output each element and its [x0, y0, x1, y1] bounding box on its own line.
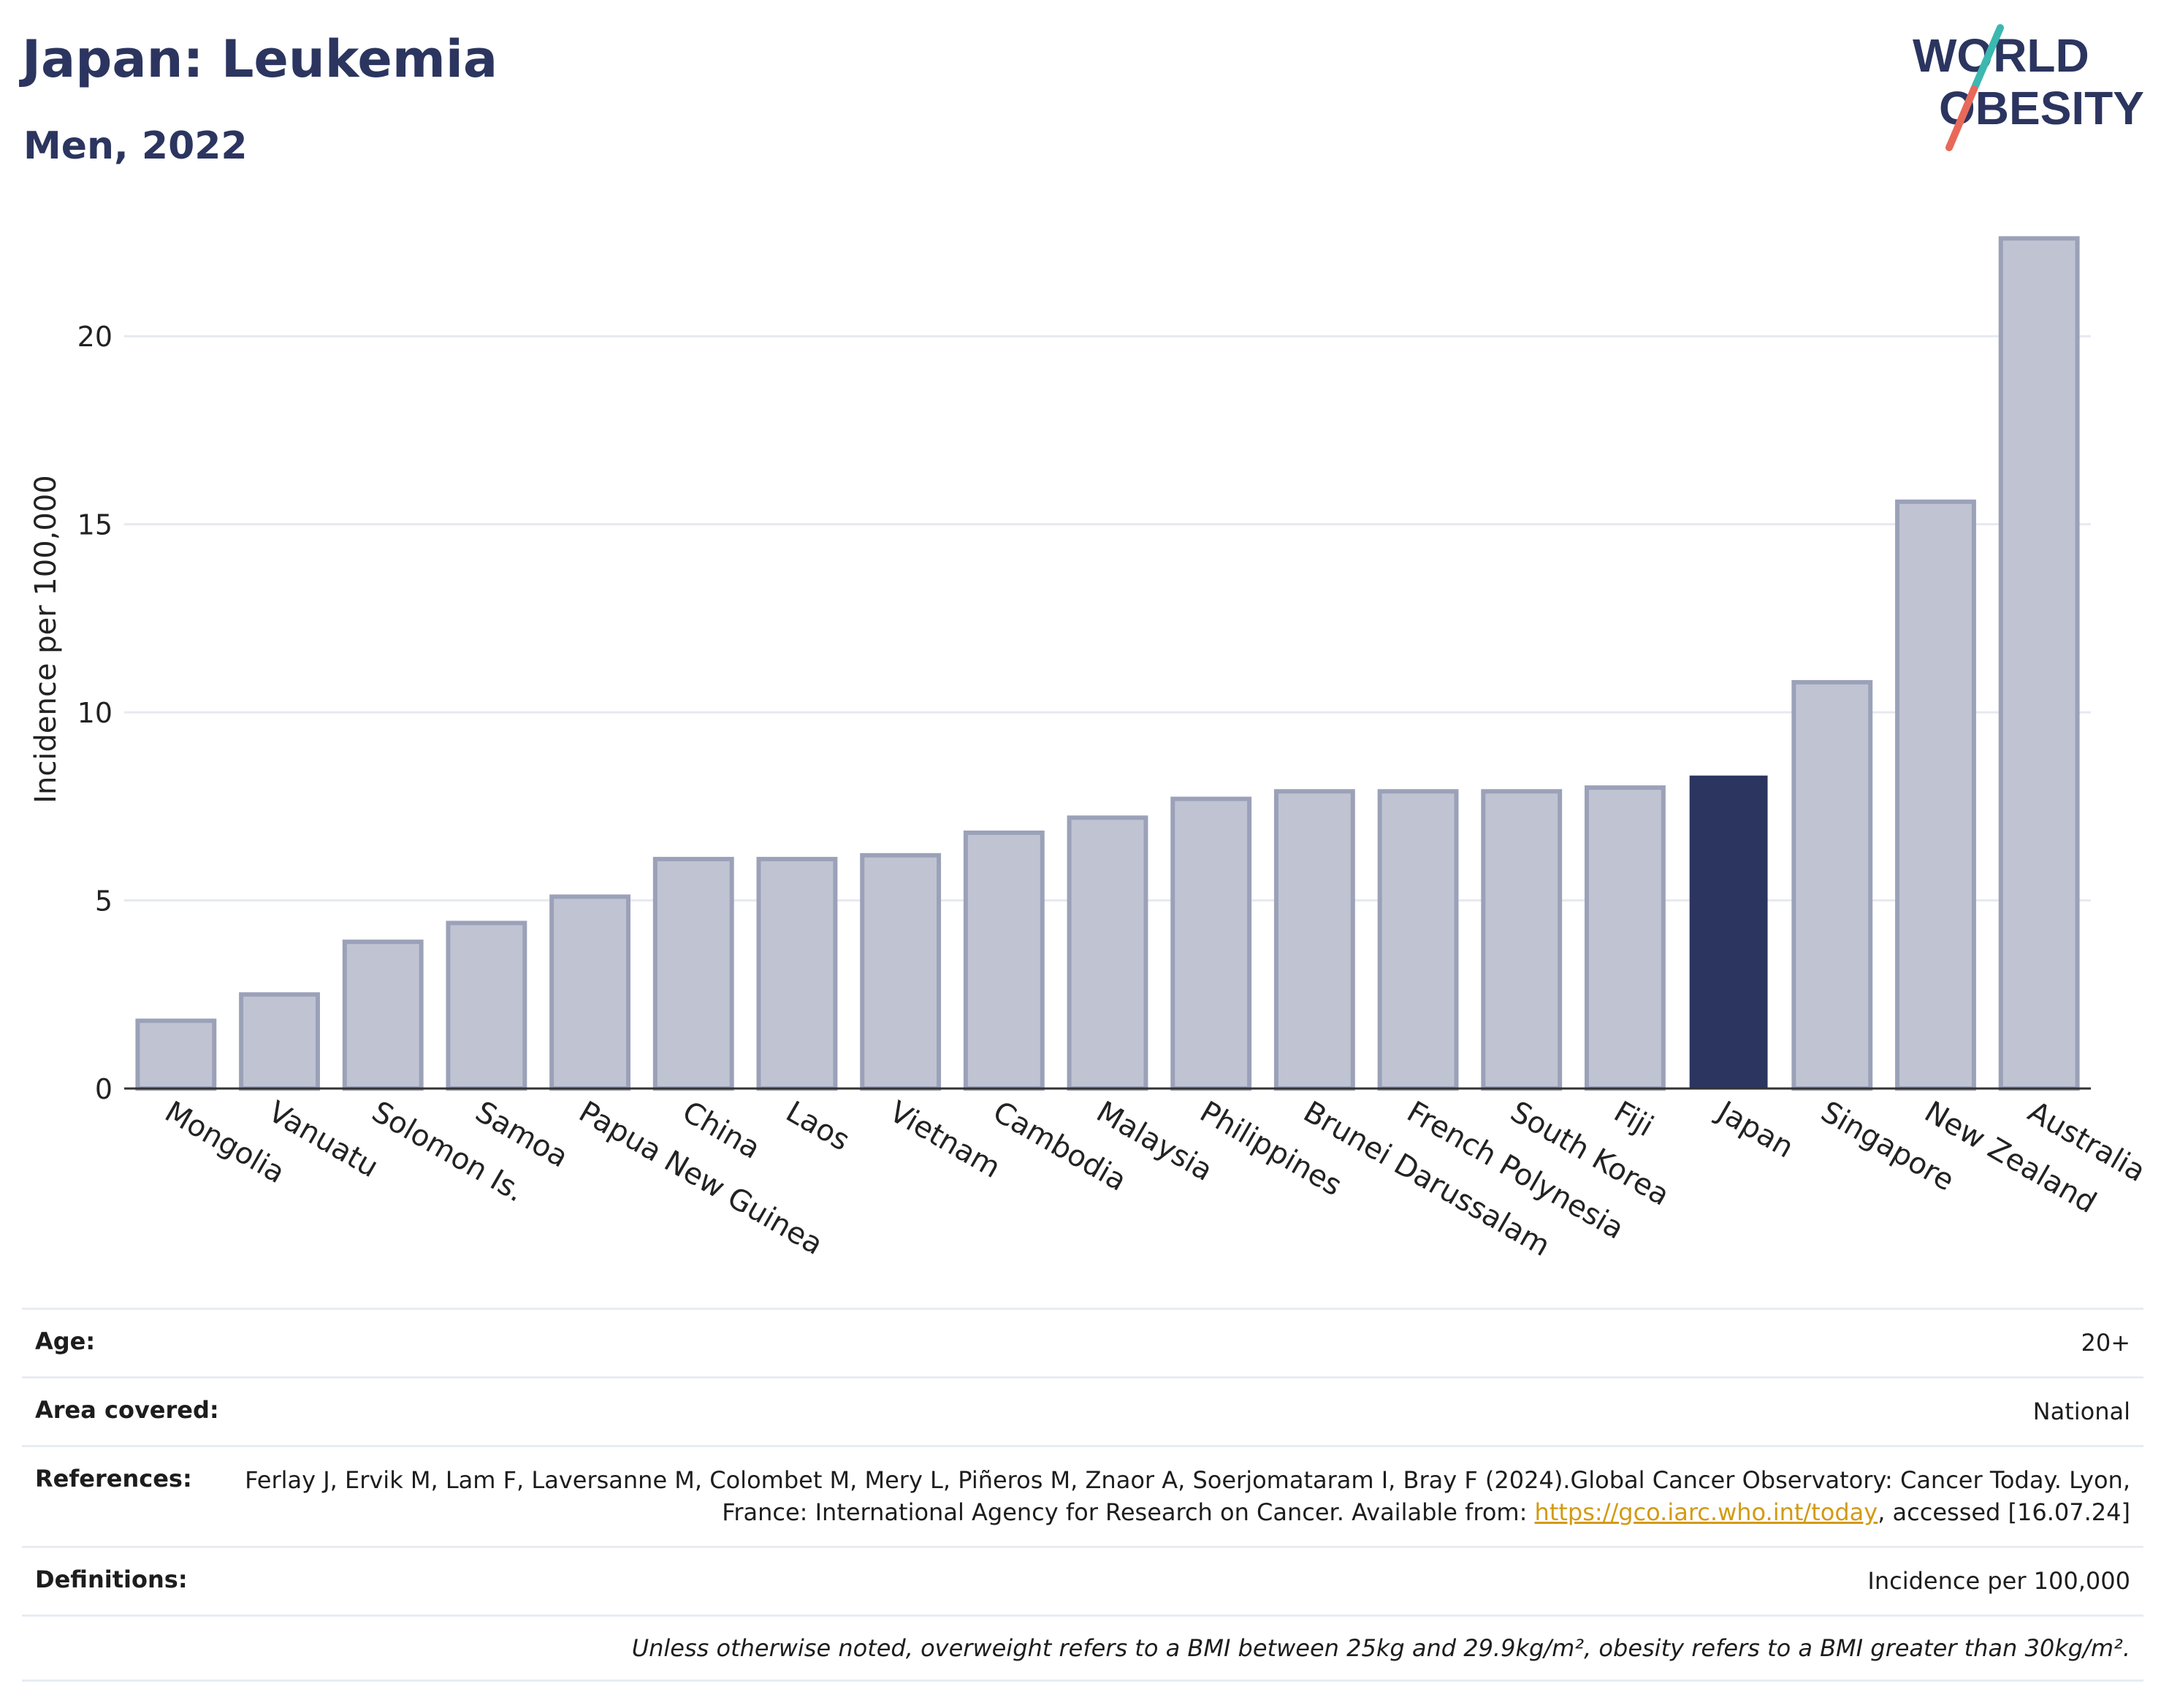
y-tick-label: 0: [95, 1073, 113, 1105]
x-tick-label: Japan: [1710, 1094, 1799, 1164]
bar-south-korea: [1481, 789, 1563, 1091]
bar-vietnam: [860, 853, 942, 1091]
logo-line-1: WORLD: [1913, 29, 2089, 82]
bar-french-polynesia: [1377, 789, 1459, 1091]
references-text-1: Ferlay J, Ervik M, Lam F, Laversanne M, …: [245, 1466, 2130, 1526]
x-tick-label: Fiji: [1608, 1095, 1658, 1144]
bar-singapore: [1791, 679, 1873, 1091]
bar-fiji: [1584, 785, 1666, 1091]
footnote: Unless otherwise noted, overweight refer…: [631, 1633, 2130, 1662]
info-row-age: Age: 20+: [22, 1308, 2143, 1376]
bar-china: [652, 856, 734, 1091]
bar-mongolia: [135, 1018, 217, 1091]
x-tick-label: Laos: [780, 1095, 855, 1158]
references-text-2: , accessed [16.07.24]: [1878, 1498, 2130, 1526]
bar-cambodia: [963, 830, 1045, 1091]
references-label: References:: [35, 1465, 192, 1493]
definitions-label: Definitions:: [35, 1565, 188, 1593]
bar-solomon-is-: [342, 939, 424, 1091]
y-tick-label: 20: [77, 321, 113, 353]
y-tick-label: 15: [77, 509, 113, 541]
y-tick-label: 10: [77, 697, 113, 729]
world-obesity-logo: WORLD OBESITY: [1913, 24, 2144, 151]
y-tick-label: 5: [95, 885, 113, 918]
page-title: Japan: Leukemia: [22, 29, 498, 89]
bar-australia: [1998, 236, 2080, 1091]
bar-philippines: [1170, 796, 1252, 1091]
bar-laos: [756, 856, 838, 1091]
references-value: Ferlay J, Ervik M, Lam F, Laversanne M, …: [221, 1465, 2130, 1528]
info-row-references: References: Ferlay J, Ervik M, Lam F, La…: [22, 1445, 2143, 1545]
area-label: Area covered:: [35, 1396, 219, 1425]
bar-new-zealand: [1895, 499, 1976, 1091]
y-axis-title: Incidence per 100,000: [29, 475, 63, 804]
definitions-value: Incidence per 100,000: [1867, 1566, 2130, 1595]
info-row-area: Area covered: National: [22, 1376, 2143, 1445]
page-subtitle: Men, 2022: [23, 124, 248, 168]
info-row-footnote: Unless otherwise noted, overweight refer…: [22, 1614, 2143, 1682]
info-table: Age: 20+ Area covered: National Referenc…: [22, 1308, 2143, 1682]
area-value: National: [2032, 1398, 2130, 1426]
x-tick-label: New Zealand: [1918, 1095, 2102, 1220]
references-link[interactable]: https://gco.iarc.who.int/today: [1534, 1498, 1878, 1526]
bar-papua-new-guinea: [549, 894, 631, 1091]
bar-malaysia: [1067, 815, 1148, 1091]
logo-slash-top: [1970, 24, 2004, 93]
age-label: Age:: [35, 1327, 96, 1355]
x-tick-label: Vietnam: [884, 1095, 1006, 1185]
age-value: 20+: [2081, 1329, 2130, 1357]
info-row-definitions: Definitions: Incidence per 100,000: [22, 1545, 2143, 1614]
bar-brunei-darussalam: [1273, 789, 1355, 1091]
logo-slash-bottom: [1945, 85, 1978, 151]
bar-vanuatu: [239, 992, 320, 1091]
bar-japan: [1689, 775, 1768, 1089]
bar-samoa: [446, 920, 527, 1091]
